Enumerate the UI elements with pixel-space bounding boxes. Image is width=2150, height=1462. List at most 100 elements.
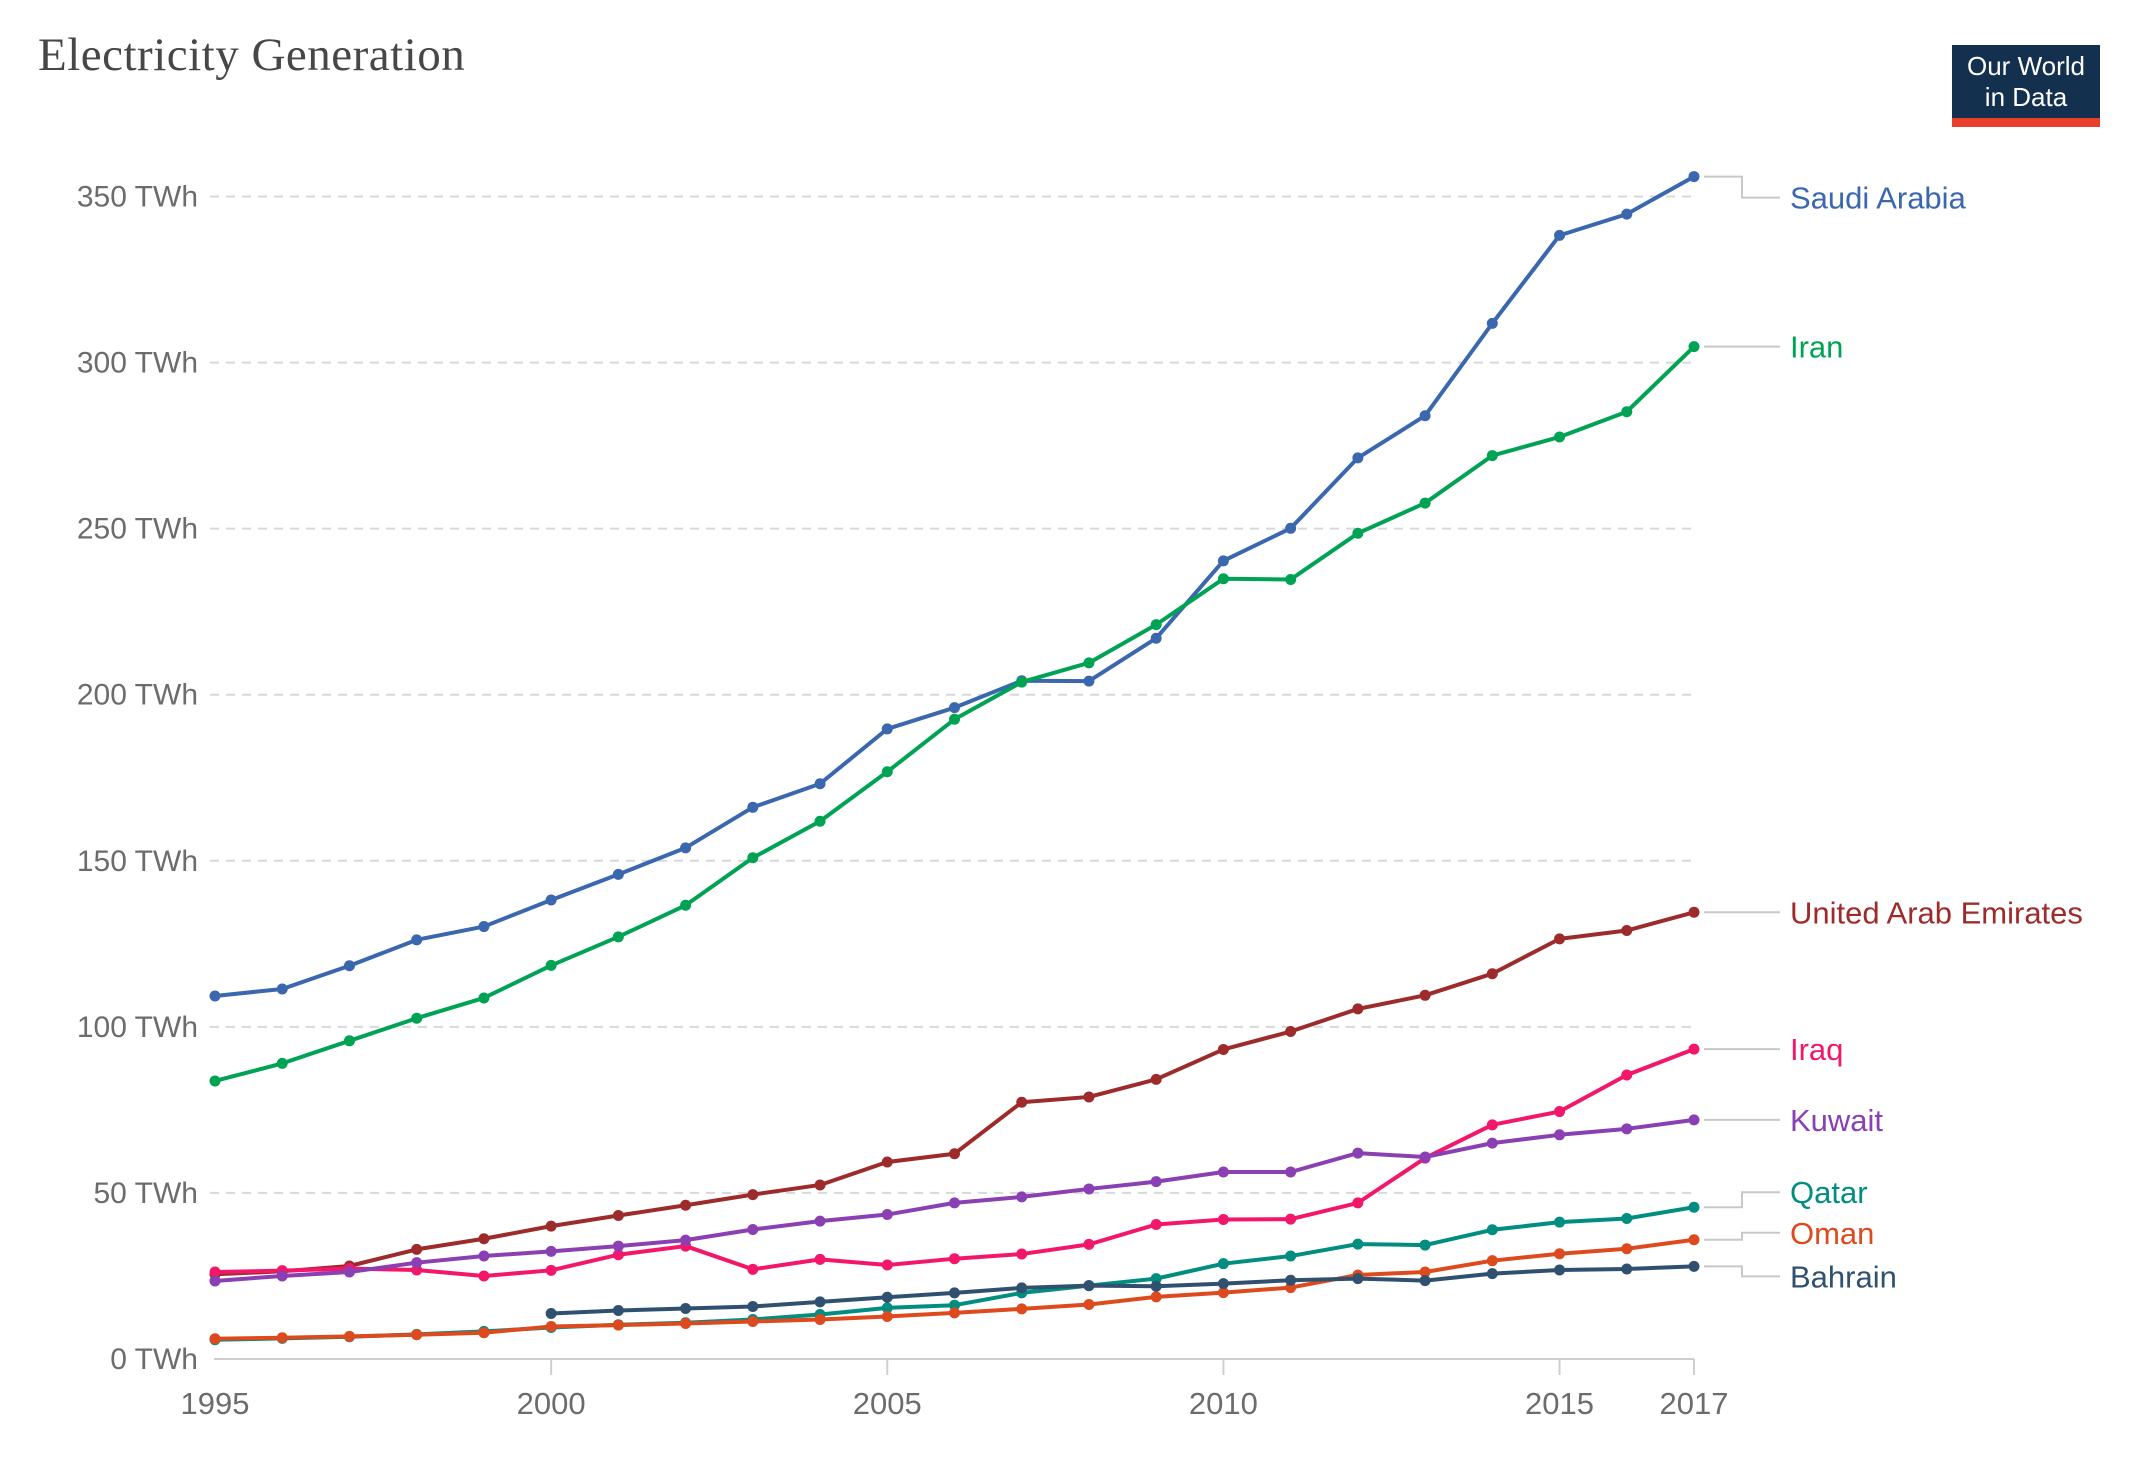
- series-point-iraq-2004[interactable]: [814, 1253, 826, 1265]
- series-point-iran-2010[interactable]: [1217, 573, 1229, 585]
- series-label-bahrain[interactable]: Bahrain: [1790, 1259, 1897, 1294]
- series-point-iran-2004[interactable]: [814, 815, 826, 827]
- series-point-united-arab-emirates-2000[interactable]: [545, 1220, 557, 1232]
- series-point-iran-1995[interactable]: [209, 1075, 221, 1087]
- series-point-iran-1997[interactable]: [343, 1035, 355, 1047]
- series-point-qatar-2005[interactable]: [881, 1302, 893, 1314]
- series-point-oman-2003[interactable]: [747, 1315, 759, 1327]
- series-point-iraq-2017[interactable]: [1688, 1043, 1700, 1055]
- series-point-iran-2014[interactable]: [1486, 450, 1498, 462]
- series-point-united-arab-emirates-2011[interactable]: [1285, 1026, 1297, 1038]
- series-point-united-arab-emirates-2008[interactable]: [1083, 1091, 1095, 1103]
- series-point-qatar-2010[interactable]: [1217, 1258, 1229, 1270]
- series-point-oman-1995[interactable]: [209, 1333, 221, 1345]
- series-point-iraq-2012[interactable]: [1352, 1197, 1364, 1209]
- series-point-bahrain-2013[interactable]: [1419, 1275, 1431, 1287]
- series-label-kuwait[interactable]: Kuwait: [1790, 1103, 1883, 1138]
- series-point-bahrain-2010[interactable]: [1217, 1278, 1229, 1290]
- series-point-qatar-2017[interactable]: [1688, 1201, 1700, 1213]
- series-point-iran-2008[interactable]: [1083, 657, 1095, 669]
- series-point-kuwait-1997[interactable]: [343, 1266, 355, 1278]
- series-label-iran[interactable]: Iran: [1790, 330, 1843, 365]
- series-point-saudi-arabia-2014[interactable]: [1486, 317, 1498, 329]
- series-point-bahrain-2009[interactable]: [1150, 1280, 1162, 1292]
- series-line-iraq[interactable]: [214, 1047, 1695, 1278]
- series-point-iraq-2014[interactable]: [1486, 1119, 1498, 1131]
- series-point-bahrain-2017[interactable]: [1688, 1260, 1700, 1272]
- series-point-bahrain-2006[interactable]: [949, 1287, 960, 1299]
- series-point-saudi-arabia-2012[interactable]: [1352, 452, 1364, 464]
- series-label-united-arab-emirates[interactable]: United Arab Emirates: [1790, 895, 2083, 930]
- series-point-united-arab-emirates-2009[interactable]: [1150, 1073, 1162, 1085]
- series-point-kuwait-1999[interactable]: [478, 1250, 490, 1262]
- series-point-kuwait-2004[interactable]: [814, 1215, 826, 1227]
- series-point-bahrain-2002[interactable]: [680, 1303, 692, 1315]
- series-point-oman-2000[interactable]: [545, 1320, 557, 1332]
- series-point-oman-2009[interactable]: [1150, 1291, 1162, 1303]
- series-point-qatar-2016[interactable]: [1621, 1213, 1633, 1225]
- series-point-united-arab-emirates-2003[interactable]: [747, 1189, 759, 1201]
- series-point-saudi-arabia-1998[interactable]: [411, 934, 423, 946]
- series-point-iraq-2016[interactable]: [1621, 1069, 1633, 1081]
- series-label-saudi-arabia[interactable]: Saudi Arabia: [1790, 181, 1967, 216]
- series-point-saudi-arabia-2002[interactable]: [680, 842, 692, 854]
- series-point-united-arab-emirates-1999[interactable]: [478, 1233, 490, 1245]
- series-point-saudi-arabia-1999[interactable]: [478, 921, 490, 933]
- series-point-saudi-arabia-2008[interactable]: [1083, 675, 1095, 687]
- series-point-bahrain-2003[interactable]: [747, 1301, 759, 1313]
- series-point-united-arab-emirates-2016[interactable]: [1621, 925, 1633, 937]
- series-point-united-arab-emirates-2002[interactable]: [680, 1199, 692, 1211]
- series-point-bahrain-2000[interactable]: [545, 1307, 557, 1319]
- series-point-iraq-1999[interactable]: [478, 1270, 490, 1282]
- series-point-qatar-2009[interactable]: [1150, 1273, 1162, 1285]
- series-point-united-arab-emirates-2005[interactable]: [881, 1156, 893, 1168]
- series-point-saudi-arabia-2009[interactable]: [1150, 632, 1162, 644]
- series-label-iraq[interactable]: Iraq: [1790, 1032, 1843, 1067]
- series-point-iran-2015[interactable]: [1554, 431, 1566, 443]
- series-point-saudi-arabia-2003[interactable]: [747, 801, 759, 813]
- series-point-iraq-2005[interactable]: [881, 1259, 893, 1271]
- series-point-saudi-arabia-2016[interactable]: [1621, 208, 1633, 220]
- series-point-united-arab-emirates-2001[interactable]: [612, 1210, 624, 1222]
- series-point-iraq-2001[interactable]: [612, 1249, 624, 1261]
- series-point-iraq-2010[interactable]: [1217, 1214, 1229, 1225]
- series-point-iran-2016[interactable]: [1621, 406, 1633, 418]
- series-point-iran-2012[interactable]: [1352, 527, 1364, 539]
- series-point-qatar-2006[interactable]: [949, 1299, 960, 1311]
- series-point-saudi-arabia-2017[interactable]: [1688, 171, 1700, 183]
- series-point-iran-1999[interactable]: [478, 992, 490, 1004]
- series-point-saudi-arabia-2010[interactable]: [1217, 555, 1229, 567]
- series-point-kuwait-2015[interactable]: [1554, 1129, 1566, 1141]
- series-label-oman[interactable]: Oman: [1790, 1216, 1874, 1251]
- series-point-united-arab-emirates-2010[interactable]: [1217, 1043, 1229, 1055]
- series-point-kuwait-2001[interactable]: [612, 1240, 624, 1252]
- series-point-iran-2003[interactable]: [747, 852, 759, 864]
- series-point-oman-2001[interactable]: [612, 1319, 624, 1331]
- series-point-qatar-2014[interactable]: [1486, 1224, 1498, 1236]
- series-point-united-arab-emirates-2004[interactable]: [814, 1179, 826, 1191]
- series-point-oman-2002[interactable]: [680, 1317, 692, 1329]
- series-point-oman-2013[interactable]: [1419, 1266, 1431, 1278]
- series-point-kuwait-1996[interactable]: [276, 1270, 288, 1282]
- series-point-united-arab-emirates-2014[interactable]: [1486, 968, 1498, 980]
- series-point-kuwait-2000[interactable]: [545, 1245, 557, 1257]
- series-point-saudi-arabia-2006[interactable]: [949, 702, 960, 714]
- series-point-saudi-arabia-1997[interactable]: [343, 960, 355, 972]
- series-point-iraq-2007[interactable]: [1016, 1248, 1028, 1260]
- series-point-iraq-2006[interactable]: [949, 1253, 960, 1265]
- series-point-kuwait-1998[interactable]: [411, 1257, 423, 1269]
- series-point-saudi-arabia-2015[interactable]: [1554, 229, 1566, 241]
- series-line-bahrain[interactable]: [551, 1264, 1695, 1316]
- series-point-bahrain-2016[interactable]: [1621, 1263, 1633, 1275]
- series-point-qatar-2013[interactable]: [1419, 1239, 1431, 1251]
- series-point-bahrain-2015[interactable]: [1554, 1264, 1566, 1276]
- series-point-bahrain-2004[interactable]: [814, 1296, 826, 1308]
- series-point-oman-2007[interactable]: [1016, 1303, 1028, 1315]
- series-point-kuwait-2014[interactable]: [1486, 1137, 1498, 1149]
- series-label-qatar[interactable]: Qatar: [1790, 1175, 1868, 1210]
- series-point-saudi-arabia-2005[interactable]: [881, 723, 893, 735]
- series-point-iraq-2015[interactable]: [1554, 1106, 1566, 1118]
- series-point-qatar-2011[interactable]: [1285, 1250, 1297, 1262]
- series-point-kuwait-2002[interactable]: [680, 1234, 692, 1246]
- series-point-united-arab-emirates-2017[interactable]: [1688, 906, 1700, 918]
